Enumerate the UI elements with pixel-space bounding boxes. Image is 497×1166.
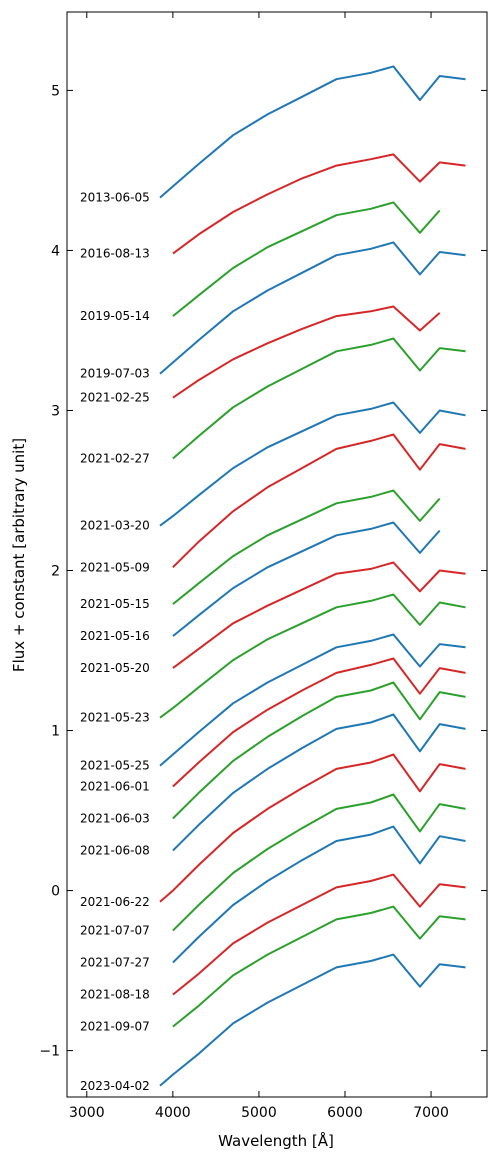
series-label: 2016-08-13	[80, 247, 150, 261]
series-label: 2019-07-03	[80, 367, 150, 381]
series-label: 2021-06-03	[80, 812, 150, 826]
y-tick-label: −1	[39, 1044, 60, 1060]
series-label: 2021-05-09	[80, 560, 150, 574]
x-tick-label: 3000	[69, 1105, 105, 1121]
x-tick-label: 7000	[413, 1105, 449, 1121]
series-label: 2021-05-25	[80, 759, 150, 773]
spectrum-line	[172, 681, 466, 820]
series-label: 2021-08-18	[80, 988, 150, 1002]
series-label: 2021-05-16	[80, 629, 150, 643]
spectrum-line	[172, 153, 466, 255]
spectrum-line	[159, 753, 466, 903]
spectrum-line	[172, 905, 466, 1028]
spectrum-line	[172, 713, 466, 852]
spectrum-line	[159, 241, 466, 375]
series-label: 2021-09-07	[80, 1020, 150, 1034]
spectrum-line	[172, 337, 466, 460]
spectrum-line	[172, 561, 466, 669]
axes-frame	[66, 11, 488, 1098]
series-label: 2021-05-20	[80, 661, 150, 675]
x-axis-label: Wavelength [Å]	[218, 1131, 334, 1150]
spectrum-line	[172, 305, 441, 399]
series-label: 2021-02-25	[80, 391, 150, 405]
spectrum-line	[172, 657, 466, 788]
spectrum-line	[172, 825, 466, 964]
series-label: 2021-06-08	[80, 844, 150, 858]
x-tick-label: 5000	[241, 1105, 277, 1121]
series-label: 2013-06-05	[80, 191, 150, 205]
series-label: 2021-06-22	[80, 895, 150, 909]
series-label: 2021-03-20	[80, 519, 150, 533]
spectrum-line	[172, 201, 441, 317]
series-label: 2021-02-27	[80, 451, 150, 465]
spectrum-line	[172, 433, 466, 569]
series-label: 2023-04-02	[80, 1079, 150, 1093]
y-tick-label: 1	[51, 724, 60, 740]
x-tick-label: 6000	[327, 1105, 363, 1121]
series-label: 2021-07-07	[80, 924, 150, 938]
spectrum-line	[172, 489, 441, 605]
x-tick-label: 4000	[155, 1105, 191, 1121]
series-label: 2021-05-15	[80, 597, 150, 611]
series-label: 2021-05-23	[80, 711, 150, 725]
spectrum-line	[159, 633, 466, 767]
spectrum-line	[172, 873, 466, 996]
y-tick-label: 3	[51, 403, 60, 419]
spectrum-line	[172, 521, 441, 637]
y-tick-label: 5	[51, 83, 60, 99]
spectrum-line	[159, 65, 466, 199]
spectrum-line	[159, 953, 466, 1087]
series-label: 2021-07-27	[80, 956, 150, 970]
series-label: 2019-05-14	[80, 309, 150, 323]
spectrum-line	[172, 793, 466, 932]
y-axis-label: Flux + constant [arbitrary unit]	[10, 438, 28, 672]
spectrum-line	[159, 401, 466, 527]
spectrum-line	[159, 593, 466, 719]
series-label: 2021-06-01	[80, 780, 150, 794]
y-tick-label: 2	[51, 564, 60, 580]
y-tick-label: 0	[51, 884, 60, 900]
y-tick-label: 4	[51, 243, 60, 259]
